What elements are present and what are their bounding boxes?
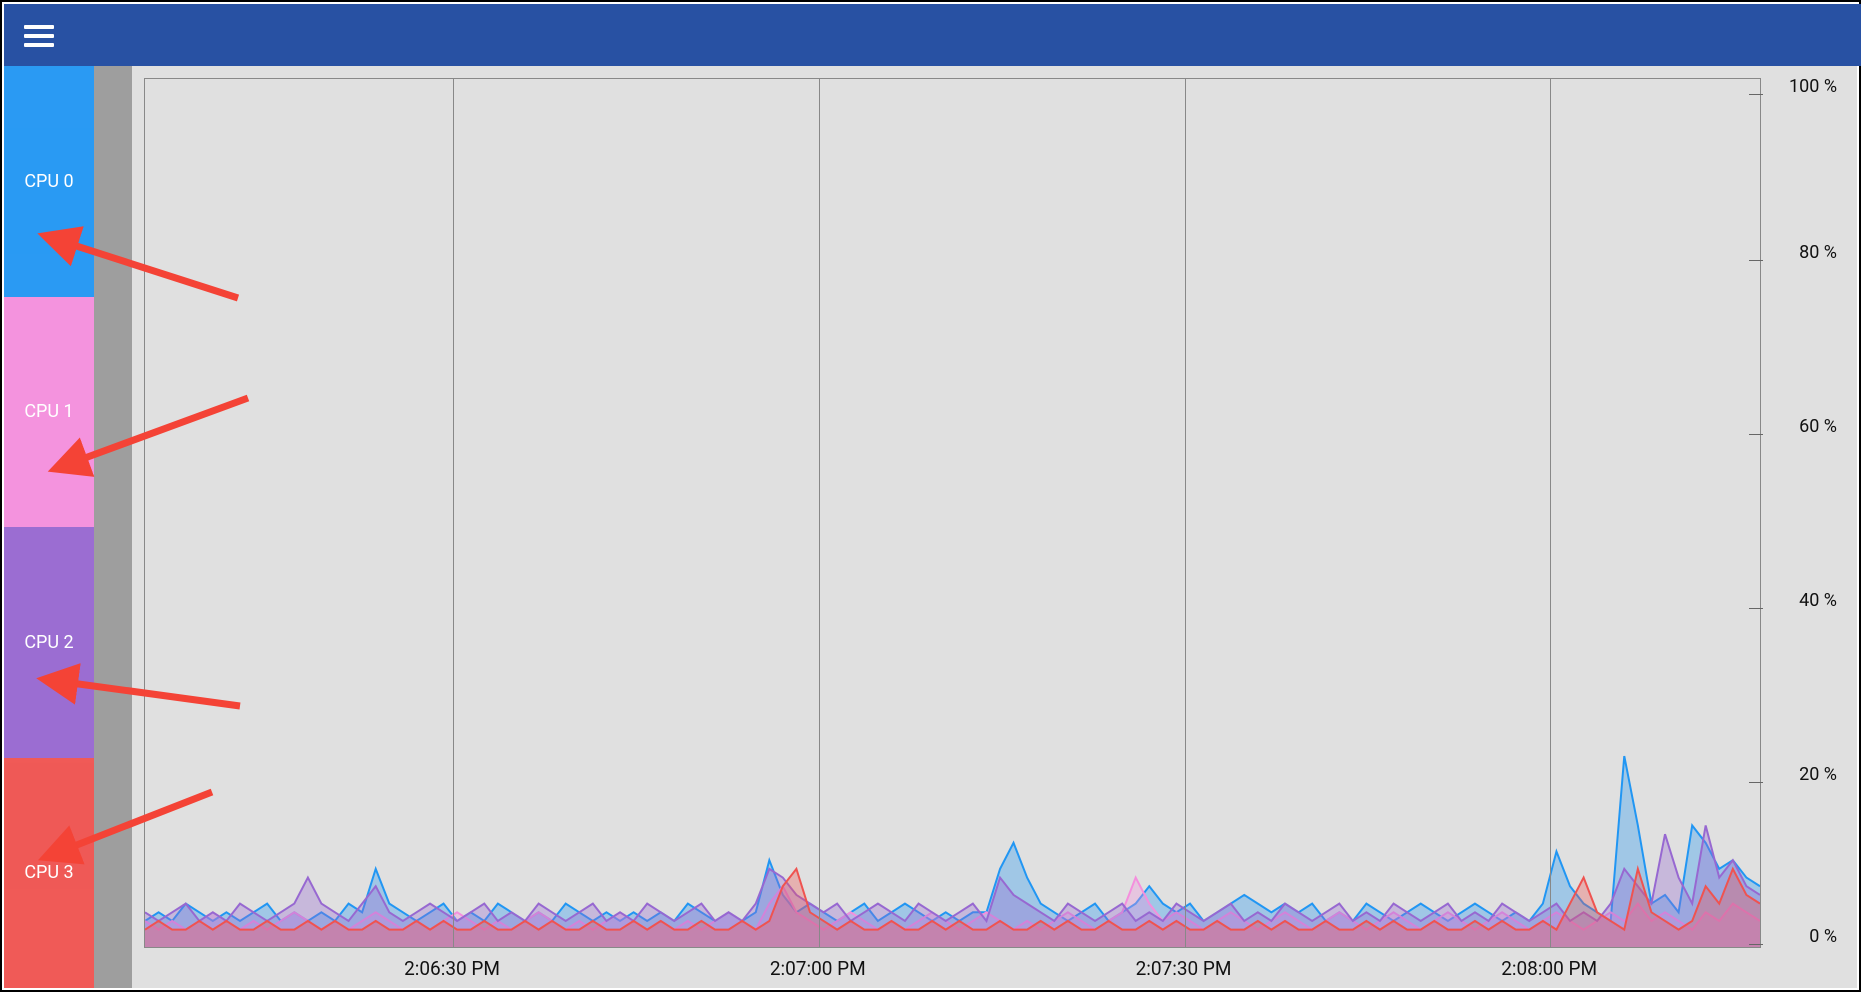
y-tick-label: 40 % [1765, 590, 1837, 611]
series-svg [145, 79, 1760, 947]
vertical-gridline [1185, 79, 1186, 947]
legend-label: CPU 0 [24, 171, 73, 192]
x-tick-label: 2:07:00 PM [770, 957, 866, 980]
x-tick-label: 2:08:00 PM [1501, 957, 1597, 980]
top-app-bar [4, 4, 1861, 66]
legend-label: CPU 3 [24, 862, 73, 883]
legend-label: CPU 2 [24, 632, 73, 653]
y-tick-label: 80 % [1765, 242, 1837, 263]
vertical-gridline [1550, 79, 1551, 947]
y-tick-label: 60 % [1765, 416, 1837, 437]
legend-label: CPU 1 [24, 401, 73, 422]
x-tick-label: 2:07:30 PM [1136, 957, 1232, 980]
vertical-gridline [819, 79, 820, 947]
legend-item-cpu2[interactable]: CPU 2 [4, 527, 94, 758]
y-tick-label: 100 % [1765, 76, 1837, 97]
menu-icon[interactable] [24, 20, 58, 48]
x-tick-label: 2:06:30 PM [404, 957, 500, 980]
chart-area: 100 % 80 % 60 % 40 % 20 % 0 % 2:06:30 PM 2:07:… [132, 66, 1857, 988]
plot-border [144, 78, 1761, 948]
legend-item-cpu1[interactable]: CPU 1 [4, 297, 94, 528]
y-tick-label: 0 % [1765, 926, 1837, 947]
sidebar-gutter [94, 66, 132, 988]
legend-item-cpu3[interactable]: CPU 3 [4, 758, 94, 989]
legend-item-cpu0[interactable]: CPU 0 [4, 66, 94, 297]
chart-plot[interactable]: 100 % 80 % 60 % 40 % 20 % 0 % [144, 78, 1837, 948]
vertical-gridline [453, 79, 454, 947]
y-tick-label: 20 % [1765, 764, 1837, 785]
app-frame: CPU 0 CPU 1 CPU 2 CPU 3 100 % 80 % 60 % 40 … [0, 0, 1861, 992]
cpu-legend-sidebar: CPU 0 CPU 1 CPU 2 CPU 3 [4, 66, 94, 988]
